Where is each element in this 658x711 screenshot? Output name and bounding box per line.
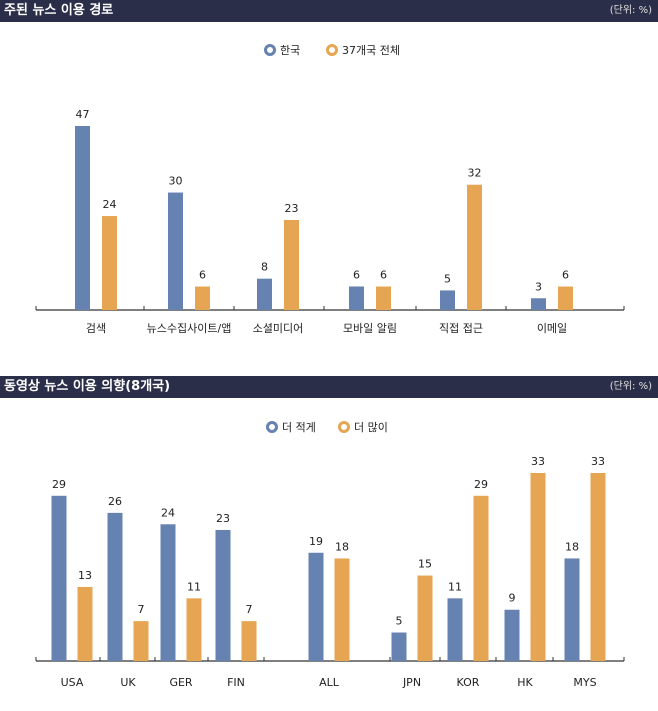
c2-data-label-0-4: 19 bbox=[309, 535, 323, 548]
c2-bar-0-3 bbox=[215, 529, 231, 661]
c2-category-label-2: GER bbox=[169, 676, 192, 689]
c2-data-label-0-1: 26 bbox=[108, 495, 122, 508]
c1-category-label-0: 검색 bbox=[86, 322, 106, 335]
c1-data-label-1-2: 23 bbox=[285, 202, 299, 215]
chart2-unit-note: (단위: %) bbox=[609, 381, 652, 392]
c2-category-label-6: KOR bbox=[457, 676, 480, 689]
c2-bar-1-7 bbox=[530, 473, 546, 661]
c1-legend-label-0: 한국 bbox=[280, 44, 300, 57]
c2-bar-1-4 bbox=[334, 558, 350, 661]
c2-legend-label-0: 더 적게 bbox=[282, 421, 316, 434]
c1-data-label-1-0: 24 bbox=[103, 198, 117, 211]
c2-data-label-0-7: 9 bbox=[509, 592, 516, 605]
c1-data-label-0-1: 30 bbox=[169, 175, 183, 188]
c2-data-label-1-5: 15 bbox=[418, 558, 432, 571]
c2-category-label-1: UK bbox=[120, 676, 136, 689]
c1-bar-0-2 bbox=[257, 278, 272, 310]
c1-data-label-0-2: 8 bbox=[261, 261, 268, 274]
c1-bar-1-3 bbox=[376, 286, 391, 310]
c2-category-label-0: USA bbox=[61, 676, 84, 689]
c1-bar-0-3 bbox=[349, 286, 364, 310]
c2-bar-0-0 bbox=[51, 495, 67, 661]
c1-bar-1-4 bbox=[467, 184, 482, 310]
c2-bar-0-1 bbox=[107, 512, 123, 661]
c1-bar-1-2 bbox=[284, 219, 299, 310]
c2-data-label-0-0: 29 bbox=[52, 478, 66, 491]
chart1-unit-note: (단위: %) bbox=[609, 5, 652, 16]
chart2-header: 동영상 뉴스 이용 의향(8개국) (단위: %) bbox=[0, 376, 658, 398]
c1-category-label-4: 직접 접근 bbox=[439, 322, 483, 335]
c1-data-label-1-3: 6 bbox=[380, 269, 387, 282]
c2-data-label-1-1: 7 bbox=[138, 603, 145, 616]
c1-bar-0-0 bbox=[75, 126, 90, 310]
c1-data-label-1-5: 6 bbox=[562, 269, 569, 282]
c2-category-label-7: HK bbox=[517, 676, 533, 689]
c2-data-label-0-3: 23 bbox=[216, 512, 230, 525]
c2-bar-1-3 bbox=[241, 621, 257, 661]
c1-bar-1-5 bbox=[558, 286, 573, 310]
c2-category-label-8: MYS bbox=[573, 676, 596, 689]
c2-bar-0-8 bbox=[564, 558, 580, 661]
c2-data-label-1-4: 18 bbox=[335, 540, 349, 553]
c2-bar-0-2 bbox=[160, 524, 176, 661]
chart1-header: 주된 뉴스 이용 경로 (단위: %) bbox=[0, 0, 658, 22]
c2-bar-1-6 bbox=[473, 495, 489, 661]
chart1-title: 주된 뉴스 이용 경로 bbox=[4, 3, 114, 18]
c2-data-label-1-6: 29 bbox=[474, 478, 488, 491]
c2-legend-label-1: 더 많이 bbox=[354, 421, 388, 434]
c1-bar-0-5 bbox=[531, 298, 546, 310]
c1-category-label-3: 모바일 알림 bbox=[343, 321, 397, 335]
c2-legend-marker-0 bbox=[266, 421, 278, 433]
chart2-title: 동영상 뉴스 이용 의향(8개국) bbox=[4, 379, 171, 394]
c1-data-label-0-0: 47 bbox=[76, 108, 90, 121]
c1-bar-0-4 bbox=[440, 290, 455, 310]
c2-data-label-0-8: 18 bbox=[565, 540, 579, 553]
c2-bar-0-4 bbox=[308, 552, 324, 661]
video-news-intent-chart: 더 적게 더 많이 29 13 USA 26 7 UK 24 11 GER 23 7 FIN 19 18 ALL… bbox=[35, 421, 625, 689]
c1-bar-1-1 bbox=[195, 286, 210, 310]
c1-legend-marker-1 bbox=[326, 44, 338, 56]
c2-data-label-0-5: 5 bbox=[396, 615, 403, 628]
c1-data-label-0-3: 6 bbox=[353, 269, 360, 282]
c2-bar-1-5 bbox=[417, 575, 433, 661]
c2-bar-1-2 bbox=[186, 598, 202, 661]
c2-bar-1-8 bbox=[590, 473, 606, 661]
c1-category-label-1: 뉴스수집사이트/앱 bbox=[147, 322, 232, 335]
c2-bar-0-7 bbox=[504, 609, 520, 661]
c2-bar-0-6 bbox=[447, 598, 463, 661]
c2-data-label-1-2: 11 bbox=[187, 580, 201, 593]
c2-bar-1-1 bbox=[133, 621, 149, 661]
c2-category-label-5: JPN bbox=[402, 676, 421, 689]
c1-category-label-5: 이메일 bbox=[537, 321, 567, 335]
c1-bar-1-0 bbox=[102, 216, 117, 310]
c2-data-label-1-8: 33 bbox=[591, 455, 605, 468]
c2-legend-marker-1 bbox=[338, 421, 350, 433]
c1-bar-0-1 bbox=[168, 192, 183, 310]
c1-legend-marker-0 bbox=[264, 44, 276, 56]
c2-bar-0-5 bbox=[391, 632, 407, 661]
c1-data-label-0-4: 5 bbox=[444, 272, 451, 285]
c2-data-label-1-0: 13 bbox=[78, 569, 92, 582]
c1-category-label-2: 소셜미디어 bbox=[253, 322, 304, 335]
c2-data-label-1-3: 7 bbox=[246, 603, 253, 616]
c2-data-label-0-6: 11 bbox=[448, 580, 462, 593]
c1-legend-label-1: 37개국 전체 bbox=[342, 44, 400, 57]
news-route-chart: 한국 37개국 전체 47 24 검색 30 6 뉴스수집사이트/앱 8 23 소셜미디어 6 6 모바일… bbox=[35, 44, 625, 335]
c1-data-label-1-4: 32 bbox=[468, 167, 482, 180]
c2-category-label-4: ALL bbox=[319, 676, 340, 689]
c2-data-label-0-2: 24 bbox=[161, 506, 175, 519]
c2-category-label-3: FIN bbox=[227, 676, 245, 689]
c1-data-label-1-1: 6 bbox=[199, 269, 206, 282]
c1-data-label-0-5: 3 bbox=[535, 280, 542, 293]
c2-bar-1-0 bbox=[77, 586, 93, 661]
c2-data-label-1-7: 33 bbox=[531, 455, 545, 468]
